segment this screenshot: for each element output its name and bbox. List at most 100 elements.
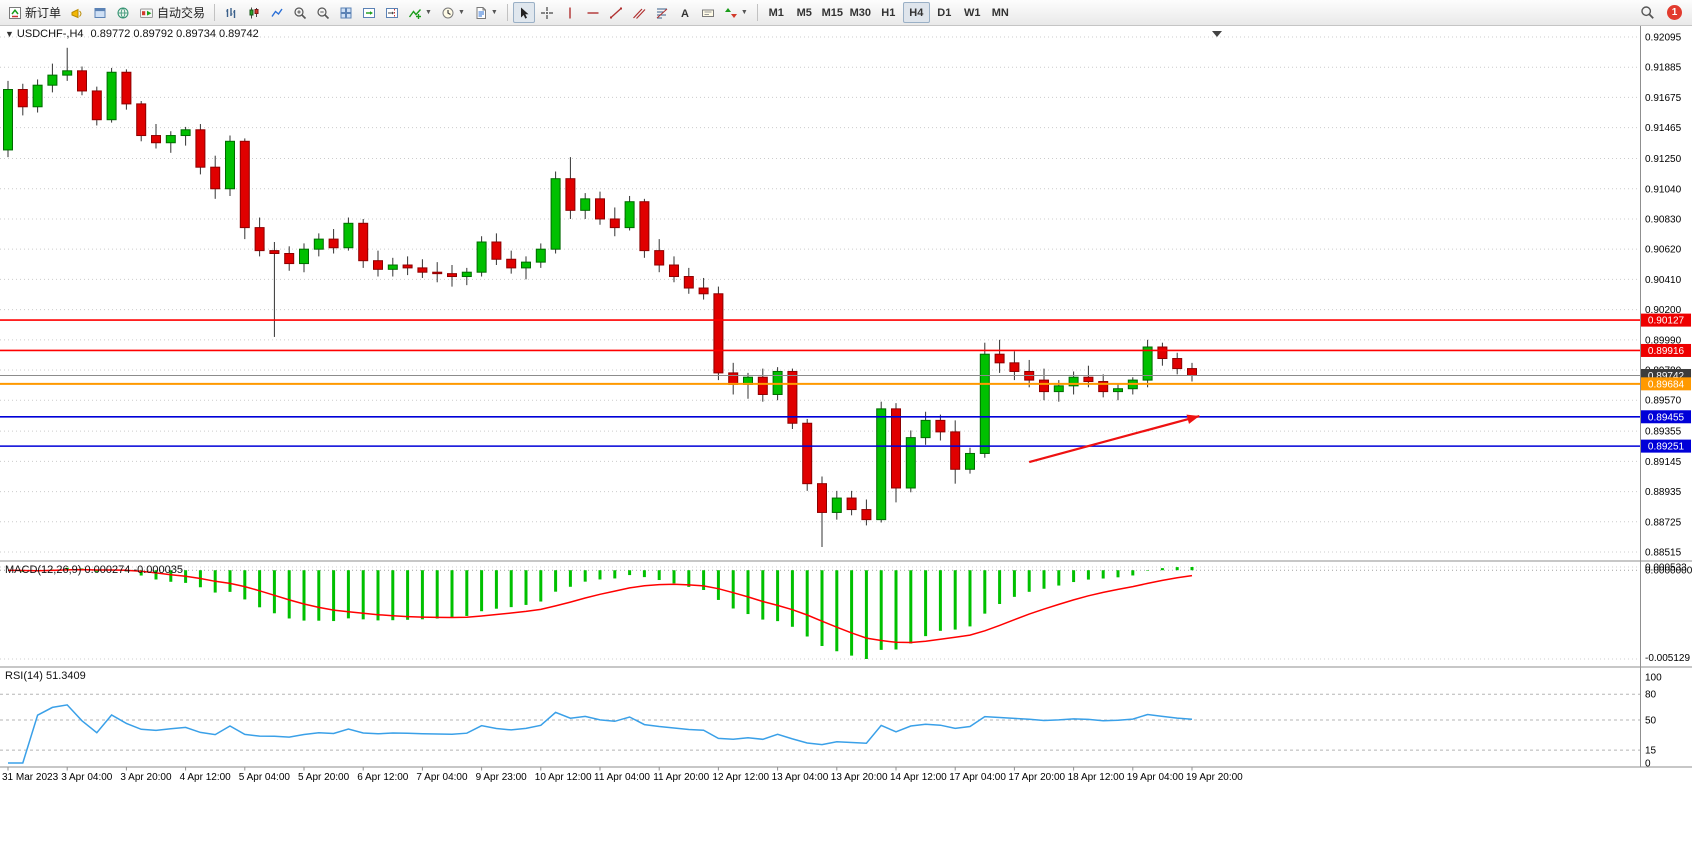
search-button[interactable] — [1636, 2, 1659, 23]
vertical-line-tool-button[interactable] — [559, 2, 581, 23]
vertical-line-icon — [569, 7, 571, 18]
candle-body — [994, 353, 1005, 364]
toolbar-right-group: 1 — [1636, 2, 1688, 23]
price-tag-label: 0.90127 — [1648, 316, 1685, 327]
timeframe-button-m5[interactable]: M5 — [791, 2, 818, 23]
timeframe-button-h1[interactable]: H1 — [875, 2, 902, 23]
arrows-tool-button[interactable]: ▼ — [720, 2, 752, 23]
macd-scale-max-label: 0.000533 — [1645, 563, 1687, 574]
candle-body — [284, 253, 295, 265]
horizontal-line-tool-button[interactable] — [582, 2, 604, 23]
line-chart-button[interactable] — [266, 2, 288, 23]
windows-button[interactable] — [89, 2, 111, 23]
timeframe-button-mn[interactable]: MN — [987, 2, 1014, 23]
text-icon: A — [681, 8, 689, 20]
time-axis-label: 7 Apr 04:00 — [416, 772, 468, 783]
auto-scroll-button[interactable] — [358, 2, 380, 23]
horn-button[interactable] — [66, 2, 88, 23]
text-tool-button[interactable]: A — [674, 2, 696, 23]
cursor-tool-button[interactable] — [512, 2, 535, 23]
price-tag — [1641, 439, 1691, 453]
time-axis-label: 6 Apr 12:00 — [357, 772, 409, 783]
candle-body — [831, 497, 842, 513]
candle-body — [3, 89, 13, 151]
new-order-button[interactable]: 新订单 — [4, 2, 65, 23]
rsi-scale-label: 100 — [1645, 673, 1662, 684]
crosshair-icon — [540, 6, 553, 19]
chart-shift-button[interactable] — [381, 2, 403, 23]
candle-body — [491, 241, 502, 260]
candle-body — [580, 198, 591, 211]
collapse-caret-icon[interactable]: ▼ — [5, 29, 14, 39]
line-chart-icon — [271, 8, 283, 17]
fibonacci-tool-button[interactable] — [651, 2, 673, 23]
tile-windows-icon — [340, 7, 352, 18]
candle-body — [757, 376, 768, 395]
tile-windows-button[interactable] — [335, 2, 357, 23]
candle-body — [91, 90, 102, 121]
candle-body — [713, 293, 724, 374]
timeframe-button-h4[interactable]: H4 — [902, 2, 930, 23]
macd-scale-min-label: -0.005129 — [1645, 653, 1690, 664]
chart-window: 0.92095 0.91885 0.91675 0.91465 0.91250 0.910… — [0, 26, 1692, 852]
indicators-button[interactable]: ▼ — [404, 2, 436, 23]
timeframe-button-m30[interactable]: M30 — [847, 2, 874, 23]
candle-body — [935, 419, 946, 433]
channel-tool-button[interactable] — [628, 2, 650, 23]
chevron-down-icon: ▼ — [740, 9, 748, 16]
candle-body — [506, 258, 517, 269]
bar-chart-button[interactable] — [220, 2, 242, 23]
zoom-in-icon — [294, 6, 307, 19]
crosshair-tool-button[interactable] — [536, 2, 558, 23]
candle-body — [639, 201, 650, 252]
text-label-tool-button[interactable] — [697, 2, 719, 23]
candle-body — [417, 267, 428, 273]
chart-shift-marker[interactable] — [1212, 31, 1222, 37]
globe-button[interactable] — [112, 2, 134, 23]
candle-body — [891, 408, 901, 489]
macd-scale-zero-label: 0.0000000 — [1645, 566, 1692, 577]
price-scale-label: 0.91885 — [1645, 63, 1682, 74]
time-axis-label: 12 Apr 12:00 — [712, 772, 769, 783]
notification-badge[interactable]: 1 — [1667, 5, 1682, 20]
label-icon — [701, 9, 714, 17]
price-scale-label: 0.91465 — [1645, 123, 1682, 134]
timeframe-button-d1[interactable]: D1 — [931, 2, 958, 23]
timeframe-button-m15[interactable]: M15 — [819, 2, 846, 23]
candle-body — [876, 408, 887, 521]
autotrade-button[interactable]: 自动交易 — [135, 2, 209, 23]
timeframe-group: M1 M5 M15 M30 H1 H4 D1 W1 MN — [763, 2, 1014, 23]
candle-body — [17, 89, 28, 108]
trend-arrow-line[interactable] — [1028, 414, 1200, 464]
zoom-out-button[interactable] — [312, 2, 334, 23]
bar-chart-icon — [226, 7, 236, 18]
candle-body — [1098, 381, 1109, 393]
candle-body — [387, 264, 398, 270]
candle-body — [1068, 376, 1079, 387]
templates-button[interactable]: ▼ — [470, 2, 502, 23]
window-icon — [94, 7, 106, 18]
zoom-in-button[interactable] — [289, 2, 311, 23]
candle-body — [565, 178, 576, 211]
price-scale-label: 0.90410 — [1645, 275, 1682, 286]
periods-button[interactable]: ▼ — [437, 2, 469, 23]
chart-title: ▼ USDCHF-,H4 0.89772 0.89792 0.89734 0.897… — [5, 28, 259, 40]
timeframe-button-w1[interactable]: W1 — [959, 2, 986, 23]
candle-body — [165, 135, 176, 144]
price-scale-label: 0.88725 — [1645, 517, 1682, 528]
trendline-tool-button[interactable] — [605, 2, 627, 23]
new-order-label: 新订单 — [25, 6, 62, 20]
time-axis-label: 13 Apr 04:00 — [772, 772, 829, 783]
candle-body — [47, 74, 58, 86]
candle-body — [136, 103, 147, 137]
candle-body — [1142, 346, 1153, 381]
candle-body — [151, 135, 161, 144]
price-tag-label: 0.89684 — [1648, 379, 1685, 390]
time-axis-label: 31 Mar 2023 — [2, 772, 59, 783]
cursor-icon — [520, 7, 529, 19]
candle-body — [787, 370, 798, 424]
price-scale-label: 0.89145 — [1645, 457, 1682, 468]
chart-canvas[interactable]: 0.92095 0.91885 0.91675 0.91465 0.91250 0.910… — [0, 26, 1692, 852]
candlestick-chart-button[interactable] — [243, 2, 265, 23]
timeframe-button-m1[interactable]: M1 — [763, 2, 790, 23]
